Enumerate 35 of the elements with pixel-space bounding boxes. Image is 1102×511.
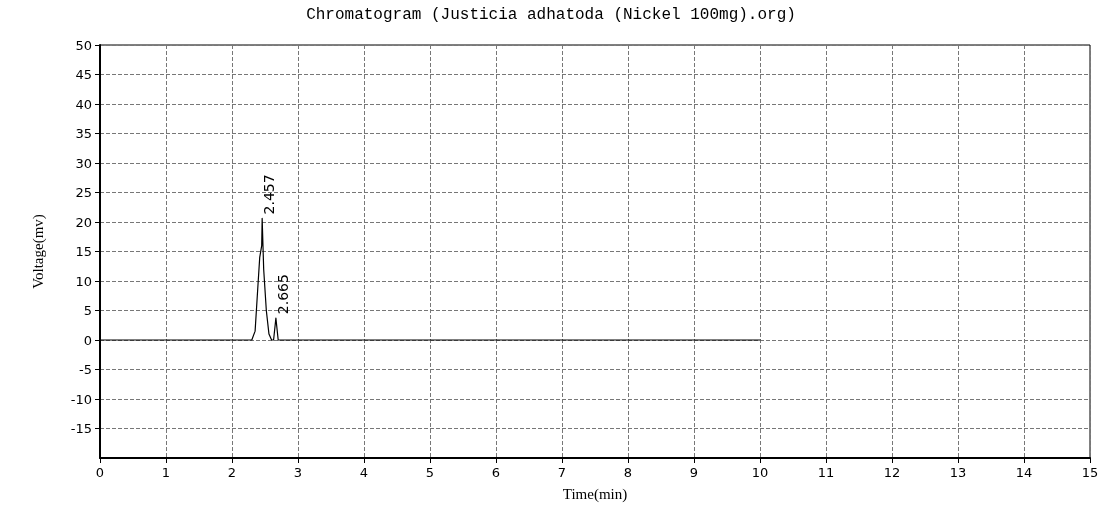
x-tick-label: 6 — [491, 465, 501, 480]
y-tick-label: 15 — [75, 244, 92, 259]
y-tick-label: 30 — [75, 155, 92, 171]
y-tick-label: -5 — [79, 362, 92, 377]
y-tick-label: 45 — [75, 67, 92, 82]
y-tick-label: 50 — [75, 37, 92, 53]
x-tick-label: 3 — [293, 465, 303, 480]
y-tick-label: 20 — [75, 214, 92, 230]
y-tick-label: 0 — [83, 332, 92, 348]
y-tick-label: -10 — [70, 391, 92, 407]
y-tick-label: 25 — [75, 185, 92, 200]
x-tick-label: 7 — [557, 465, 567, 480]
x-tick-label: 12 — [883, 465, 901, 480]
annotation: 2.665 — [274, 274, 291, 315]
x-tick-label: 14 — [1015, 465, 1033, 480]
x-tick-label: 11 — [817, 465, 835, 480]
y-axis-title: Voltage(mv) — [29, 214, 47, 289]
annotation: 2.457 — [261, 174, 278, 215]
x-tick-label: 1 — [161, 465, 171, 480]
x-axis-title: Time(min) — [562, 485, 628, 503]
x-tick-label: 13 — [949, 465, 967, 480]
x-tick-label: 2 — [227, 465, 237, 480]
chart-title: Chromatogram (Justicia adhatoda (Nickel 100mg).org) — [306, 6, 796, 24]
x-tick-label: 9 — [689, 465, 699, 480]
y-tick-label: 35 — [75, 126, 92, 141]
x-tick-label: 10 — [751, 465, 769, 480]
y-tick-label: 5 — [83, 303, 92, 318]
x-tick-label: 15 — [1081, 465, 1099, 480]
y-tick-label: 10 — [75, 273, 92, 289]
x-tick-label: 8 — [623, 465, 633, 480]
x-tick-label: 5 — [425, 465, 435, 480]
x-tick-label: 4 — [359, 465, 369, 480]
y-tick-label: 40 — [75, 96, 92, 112]
y-tick-label: -15 — [70, 421, 92, 436]
x-tick-label: 0 — [95, 465, 105, 480]
